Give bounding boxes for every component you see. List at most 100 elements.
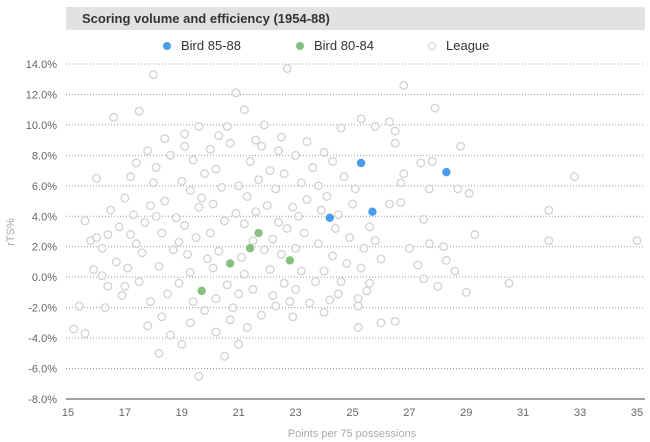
data-point-league[interactable] — [276, 249, 286, 259]
data-point-league[interactable] — [214, 246, 224, 256]
data-point-bird-85-88[interactable] — [442, 167, 451, 177]
data-point-league[interactable] — [464, 188, 474, 198]
data-point-league[interactable] — [197, 193, 207, 203]
data-point-league[interactable] — [419, 274, 429, 284]
data-point-league[interactable] — [288, 202, 298, 212]
data-point-league[interactable] — [384, 117, 394, 127]
data-point-league[interactable] — [120, 193, 130, 203]
data-point-league[interactable] — [322, 191, 332, 201]
data-point-league[interactable] — [248, 284, 258, 294]
data-point-league[interactable] — [305, 298, 315, 308]
data-point-league[interactable] — [154, 262, 164, 272]
data-point-league[interactable] — [225, 138, 235, 148]
data-point-league[interactable] — [245, 156, 255, 166]
data-point-league[interactable] — [456, 141, 466, 151]
data-point-league[interactable] — [91, 173, 101, 183]
data-point-league[interactable] — [390, 316, 400, 326]
data-point-league[interactable] — [296, 266, 306, 276]
data-point-league[interactable] — [399, 80, 409, 90]
data-point-bird-80-84[interactable] — [285, 256, 295, 265]
data-point-league[interactable] — [194, 202, 204, 212]
data-point-bird-80-84[interactable] — [225, 259, 235, 268]
data-point-league[interactable] — [441, 255, 451, 265]
data-point-league[interactable] — [205, 228, 215, 238]
data-point-league[interactable] — [165, 330, 175, 340]
data-point-league[interactable] — [353, 322, 363, 332]
data-point-league[interactable] — [370, 236, 380, 246]
data-point-league[interactable] — [91, 233, 101, 243]
data-point-league[interactable] — [242, 322, 252, 332]
data-point-league[interactable] — [439, 242, 449, 252]
data-point-league[interactable] — [256, 310, 266, 320]
data-point-league[interactable] — [205, 144, 215, 154]
data-point-league[interactable] — [390, 138, 400, 148]
data-point-league[interactable] — [416, 158, 426, 168]
data-point-league[interactable] — [544, 236, 554, 246]
legend-item-bird-85-88[interactable]: Bird 85-88 — [163, 38, 241, 53]
data-point-league[interactable] — [296, 178, 306, 188]
data-point-league[interactable] — [470, 230, 480, 240]
data-point-league[interactable] — [97, 243, 107, 253]
data-point-league[interactable] — [157, 312, 167, 322]
data-point-league[interactable] — [271, 184, 281, 194]
data-point-league[interactable] — [89, 265, 99, 275]
data-point-league[interactable] — [120, 281, 130, 291]
data-point-league[interactable] — [356, 263, 366, 273]
data-point-league[interactable] — [291, 243, 301, 253]
data-point-league[interactable] — [413, 260, 423, 270]
data-point-league[interactable] — [285, 297, 295, 307]
data-point-bird-80-84[interactable] — [245, 244, 255, 253]
data-point-league[interactable] — [106, 205, 116, 215]
data-point-league[interactable] — [163, 289, 173, 299]
data-point-league[interactable] — [237, 252, 247, 262]
data-point-league[interactable] — [288, 312, 298, 322]
data-point-league[interactable] — [117, 290, 127, 300]
data-point-bird-85-88[interactable] — [356, 158, 366, 168]
data-point-league[interactable] — [461, 287, 471, 297]
data-point-league[interactable] — [80, 329, 90, 339]
data-point-league[interactable] — [234, 289, 244, 299]
data-point-league[interactable] — [396, 178, 406, 188]
data-point-league[interactable] — [171, 213, 181, 223]
data-point-league[interactable] — [328, 251, 338, 261]
data-point-league[interactable] — [274, 146, 284, 156]
data-point-league[interactable] — [131, 239, 141, 249]
data-point-league[interactable] — [569, 172, 579, 182]
data-point-league[interactable] — [276, 132, 286, 142]
data-point-league[interactable] — [251, 135, 261, 145]
data-point-league[interactable] — [143, 321, 153, 331]
data-point-league[interactable] — [219, 216, 229, 226]
data-point-league[interactable] — [208, 199, 218, 209]
data-point-league[interactable] — [211, 327, 221, 337]
data-point-league[interactable] — [151, 211, 161, 221]
data-point-league[interactable] — [140, 217, 150, 227]
data-point-league[interactable] — [345, 233, 355, 243]
data-point-league[interactable] — [336, 277, 346, 287]
data-point-league[interactable] — [313, 239, 323, 249]
data-point-league[interactable] — [251, 207, 261, 217]
data-point-league[interactable] — [350, 184, 360, 194]
data-point-league[interactable] — [191, 233, 201, 243]
data-point-bird-85-88[interactable] — [325, 213, 334, 222]
data-point-league[interactable] — [182, 249, 192, 259]
data-point-league[interactable] — [80, 216, 90, 226]
data-point-league[interactable] — [231, 88, 241, 98]
data-point-league[interactable] — [134, 277, 144, 287]
data-point-league[interactable] — [228, 303, 238, 313]
data-point-league[interactable] — [151, 163, 161, 173]
data-point-league[interactable] — [200, 169, 210, 179]
data-point-league[interactable] — [123, 263, 133, 273]
data-point-league[interactable] — [180, 129, 190, 139]
data-point-league[interactable] — [336, 123, 346, 133]
data-point-league[interactable] — [430, 103, 440, 113]
data-point-league[interactable] — [69, 324, 79, 334]
data-point-league[interactable] — [211, 164, 221, 174]
data-point-league[interactable] — [376, 254, 386, 264]
data-point-league[interactable] — [419, 214, 429, 224]
data-point-league[interactable] — [313, 181, 323, 191]
data-point-league[interactable] — [632, 236, 642, 246]
data-point-league[interactable] — [353, 301, 363, 311]
data-point-league[interactable] — [316, 205, 326, 215]
data-point-league[interactable] — [365, 278, 375, 288]
data-point-league[interactable] — [319, 266, 329, 276]
